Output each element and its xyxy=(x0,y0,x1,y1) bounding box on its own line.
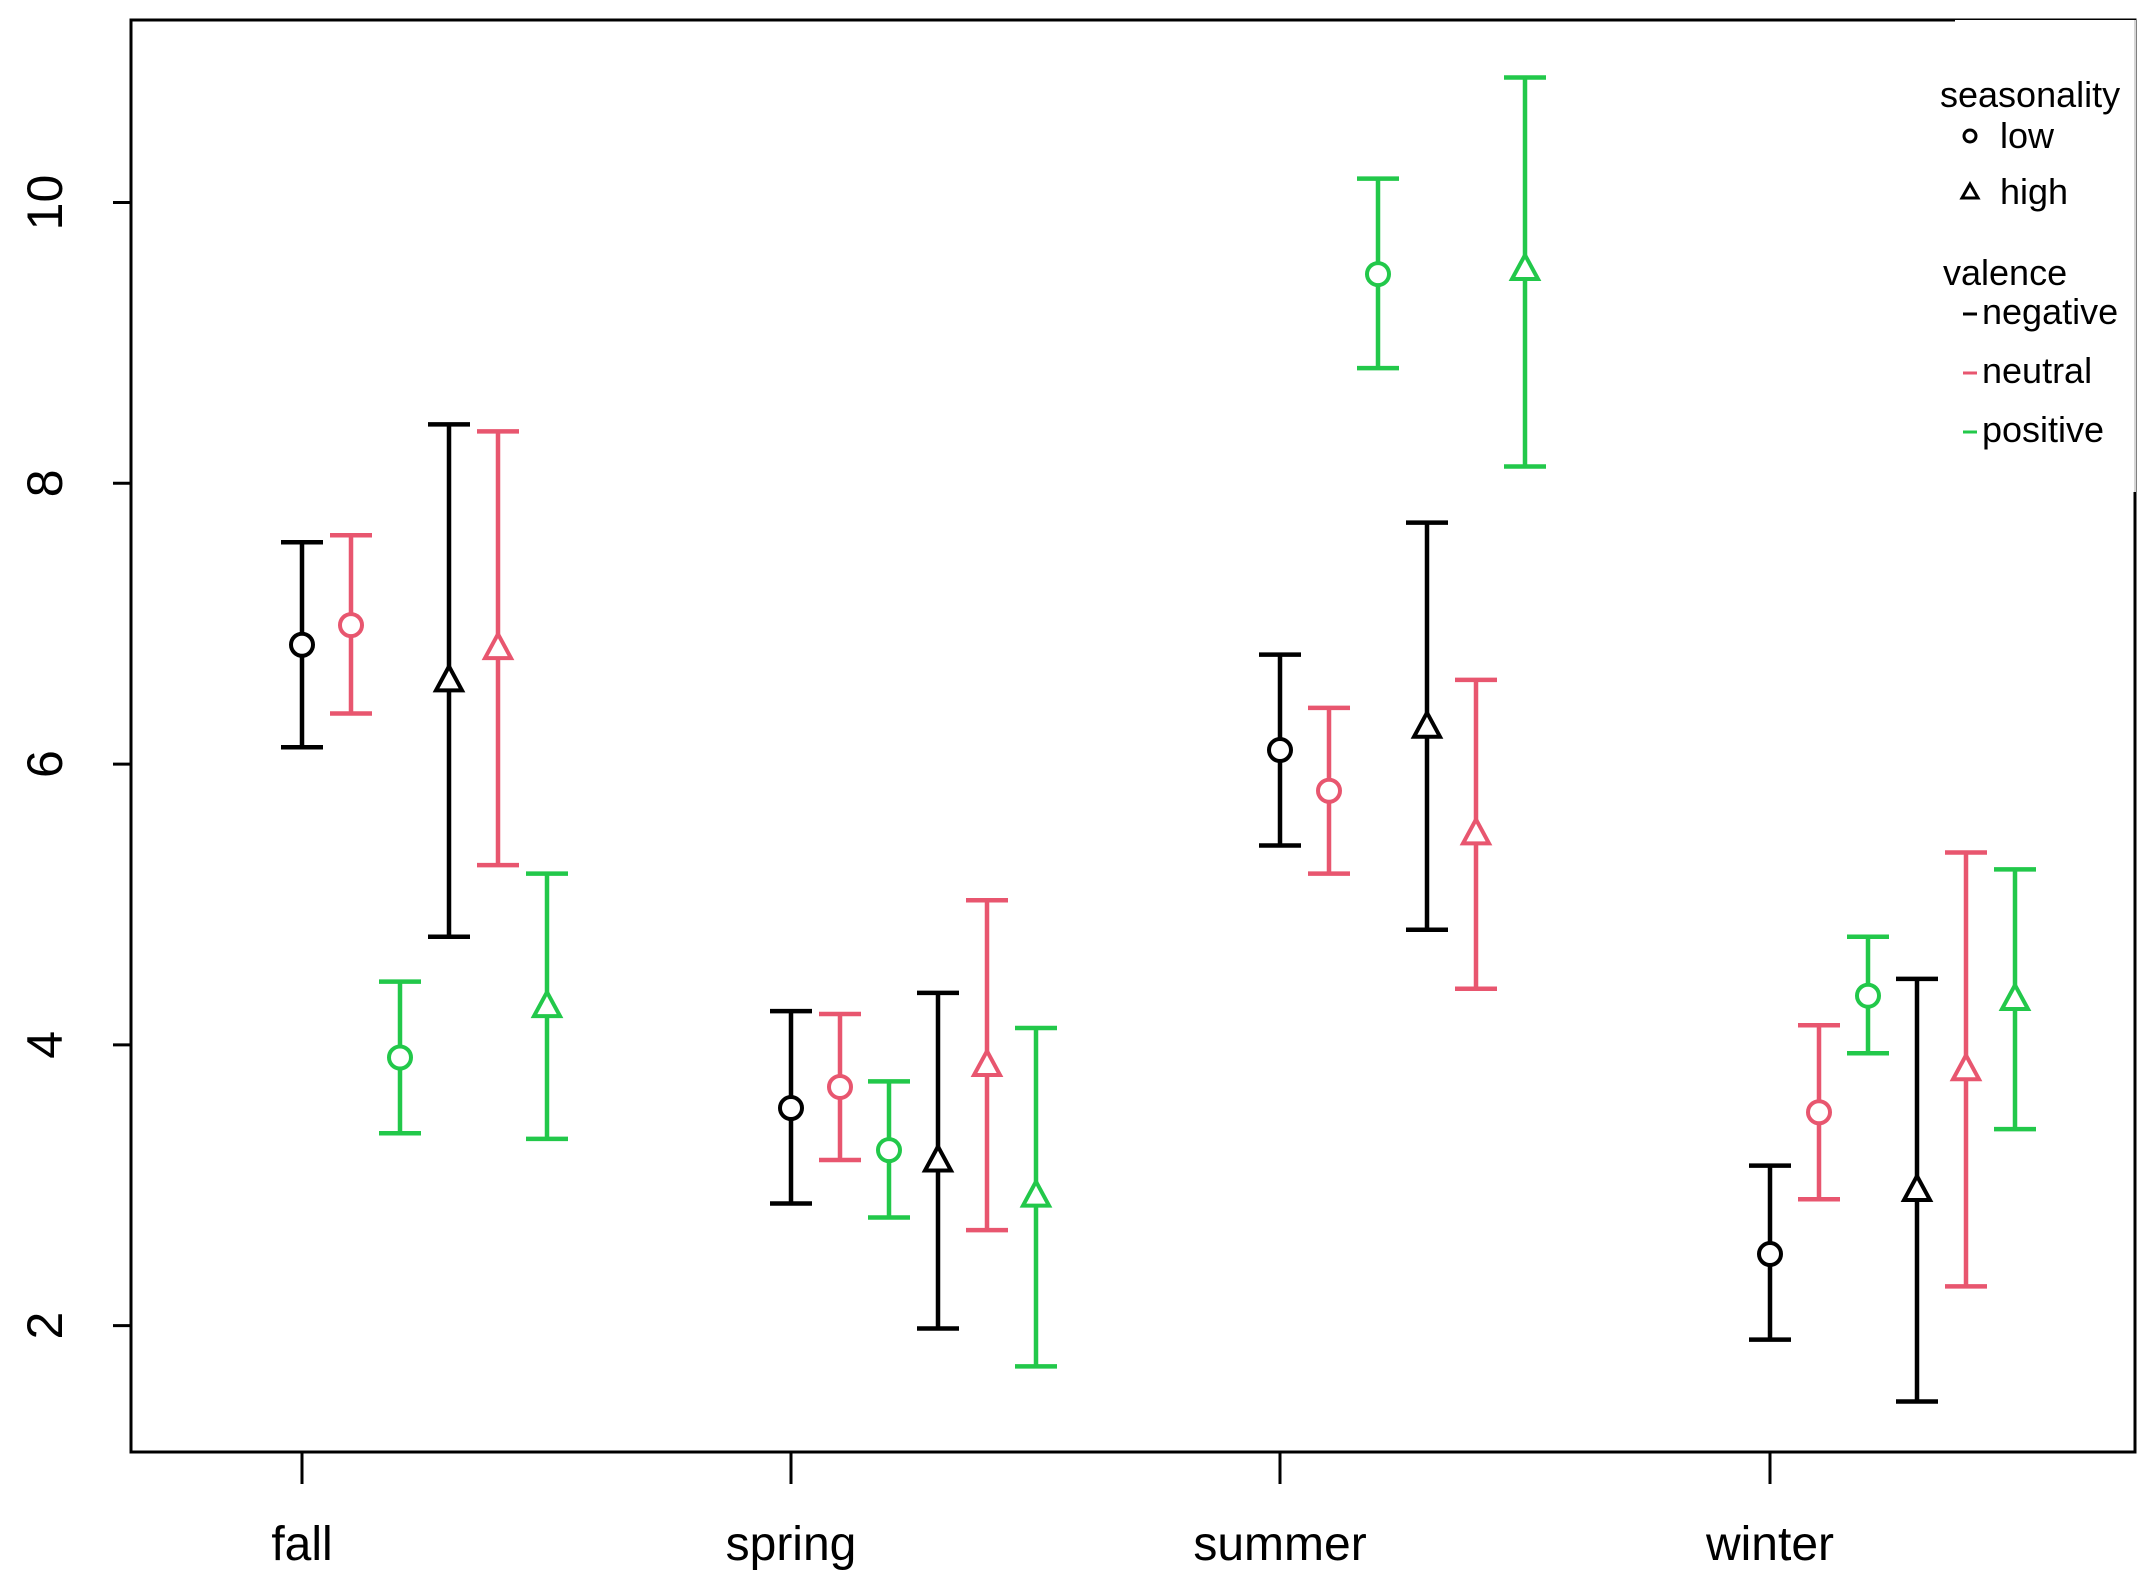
y-tick-label: 10 xyxy=(17,175,73,231)
plot-frame xyxy=(129,18,2137,1454)
x-tick-label: summer xyxy=(1193,1518,1366,1571)
series-neutral-high xyxy=(477,429,1987,1289)
series-neutral-low xyxy=(330,532,1840,1202)
y-tick-label: 8 xyxy=(17,469,73,497)
mean-point-circle xyxy=(827,1073,853,1100)
mean-point-circle xyxy=(778,1095,804,1122)
series-negative-high xyxy=(428,422,1938,1404)
mean-point-triangle xyxy=(481,629,515,661)
mean-point-triangle xyxy=(1410,708,1444,739)
plot-marks xyxy=(281,75,2036,1404)
legend-circle-icon xyxy=(1962,128,1978,144)
mean-point-triangle xyxy=(1459,815,1493,846)
mean-point-triangle xyxy=(530,987,564,1019)
x-tick-label: fall xyxy=(271,1518,332,1571)
mean-point-circle xyxy=(1757,1241,1783,1268)
mean-point-triangle xyxy=(1900,1171,1934,1202)
mean-point-circle xyxy=(387,1044,413,1071)
mean-point-circle xyxy=(1855,982,1881,1009)
y-tick-label: 2 xyxy=(17,1312,73,1340)
legend-box xyxy=(1955,20,2135,492)
mean-point-circle xyxy=(338,612,364,639)
legend-valence-neutral: neutral xyxy=(1982,350,2092,391)
legend-triangle-icon xyxy=(1959,180,1981,200)
mean-point-circle xyxy=(289,631,315,658)
mean-point-circle xyxy=(876,1137,902,1164)
legend-seasonality-low: low xyxy=(2000,115,2055,156)
mean-point-circle xyxy=(1316,777,1342,804)
series-negative-low xyxy=(281,540,1791,1342)
y-axis: 2 4 6 8 10 xyxy=(17,175,131,1340)
mean-point-triangle xyxy=(432,662,466,693)
x-tick-label: winter xyxy=(1705,1518,1834,1571)
mean-point-triangle xyxy=(1949,1051,1983,1082)
legend-valence-negative: negative xyxy=(1982,291,2118,332)
x-axis: fall spring summer winter xyxy=(271,1452,1834,1571)
legend-seasonality-title: seasonality xyxy=(1940,74,2120,115)
mean-point-triangle xyxy=(1508,250,1542,282)
x-tick-label: spring xyxy=(726,1518,857,1571)
mean-point-circle xyxy=(1365,261,1391,288)
y-tick-label: 6 xyxy=(17,750,73,778)
series-positive-high xyxy=(526,75,2036,1369)
mean-point-triangle xyxy=(970,1046,1004,1078)
mean-point-triangle xyxy=(1019,1177,1053,1208)
legend-valence-positive: positive xyxy=(1982,409,2104,450)
mean-point-circle xyxy=(1806,1099,1832,1126)
legend-seasonality-high: high xyxy=(2000,171,2068,212)
mean-point-triangle xyxy=(921,1142,955,1173)
mean-point-circle xyxy=(1267,737,1293,764)
mean-point-triangle xyxy=(1998,980,2032,1012)
legend-valence-title: valence xyxy=(1943,252,2067,293)
y-tick-label: 4 xyxy=(17,1031,73,1059)
series-positive-low xyxy=(379,176,1889,1220)
